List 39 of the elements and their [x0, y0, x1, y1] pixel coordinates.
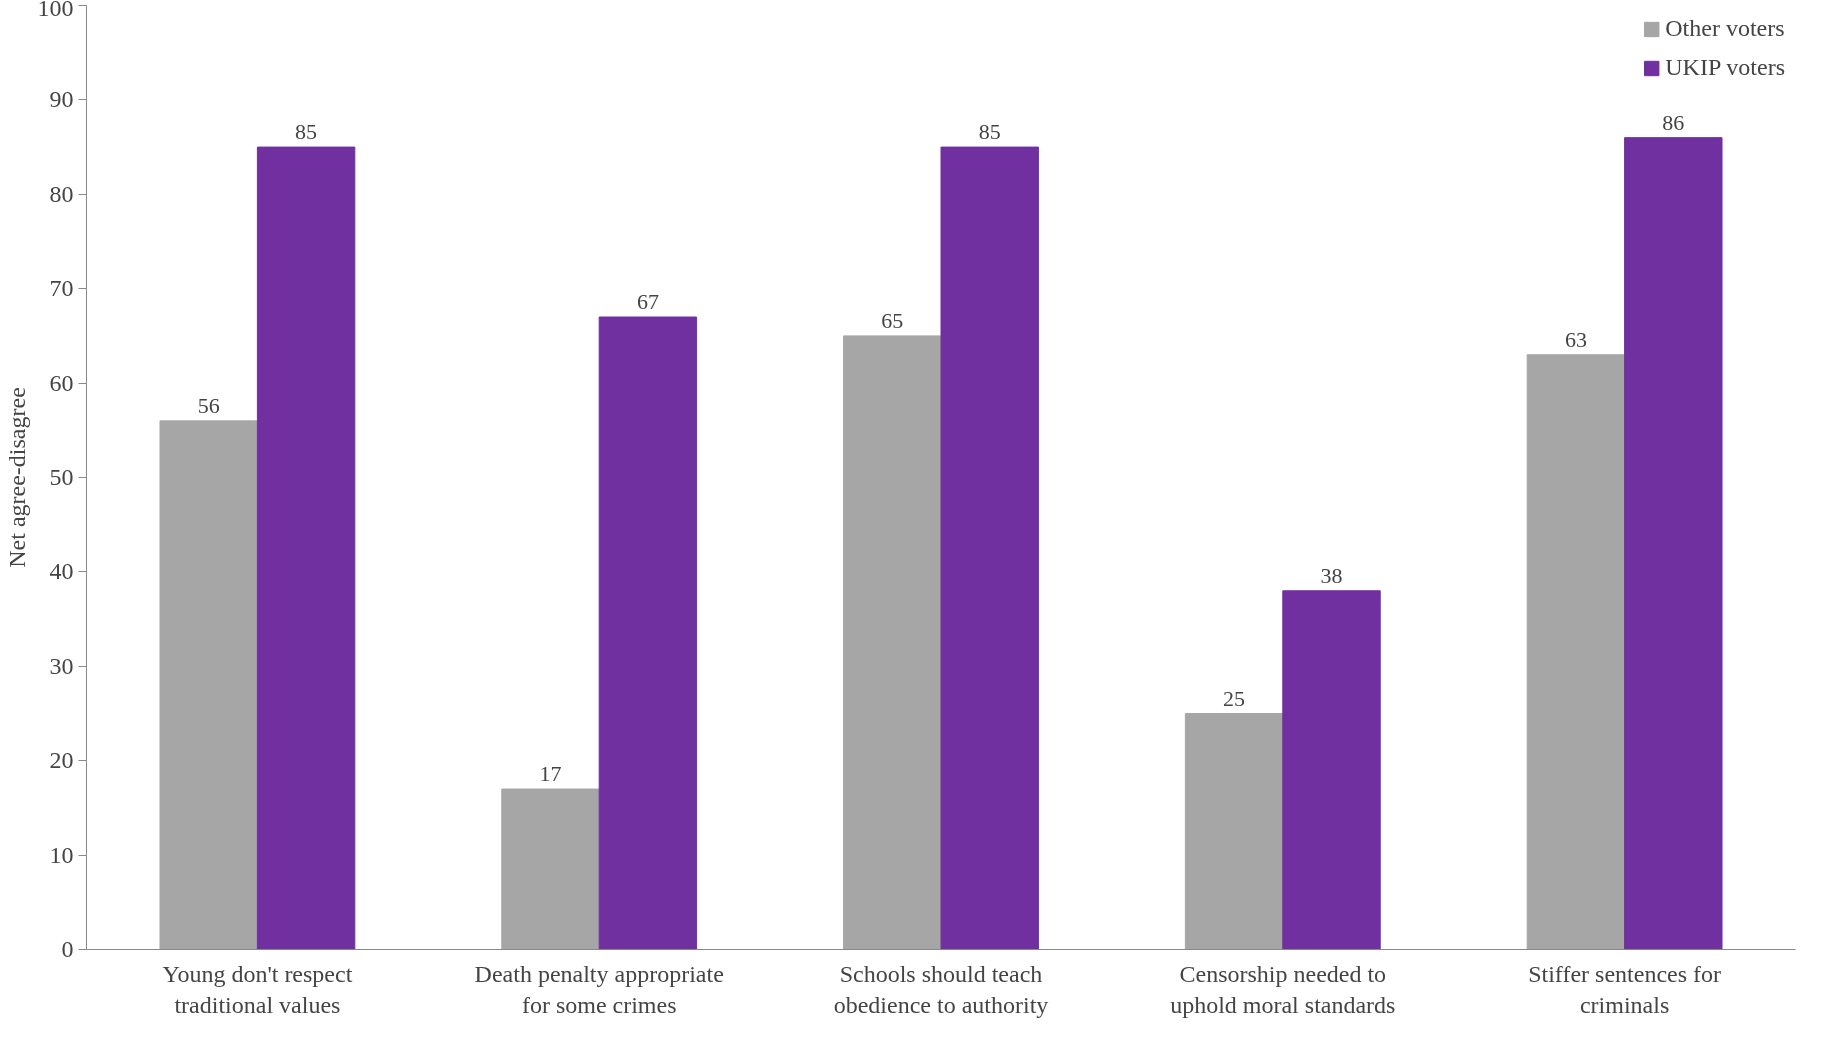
y-axis-title: Net agree-disagree	[3, 387, 30, 568]
data-label: 63	[1564, 326, 1587, 352]
x-tick-label: Schools should teach obedience to authority	[833, 960, 1049, 1018]
data-label: 56	[197, 392, 220, 418]
data-label: 85	[295, 119, 318, 145]
bar	[1526, 354, 1626, 950]
y-tick-label: 10	[49, 841, 74, 868]
y-tick-label: 30	[49, 652, 74, 679]
bar	[940, 146, 1039, 950]
data-label: 38	[1320, 562, 1343, 588]
y-tick-label: 20	[49, 747, 74, 774]
bar	[1184, 713, 1284, 950]
y-tick-label: 50	[49, 464, 74, 490]
bar	[159, 420, 258, 950]
x-tick-label: Young don't respect traditional values	[162, 960, 353, 1018]
data-label: 67	[636, 289, 659, 315]
y-tick-label: 90	[49, 86, 74, 113]
legend-label: UKIP voters	[1665, 54, 1785, 81]
data-label: 86	[1662, 109, 1685, 135]
data-label: 85	[978, 119, 1001, 145]
bar	[843, 335, 942, 950]
data-label: 65	[881, 307, 904, 333]
bar	[1624, 137, 1723, 950]
legend-label: Other voters	[1665, 15, 1785, 42]
bar	[256, 146, 356, 950]
y-tick-label: 100	[37, 0, 74, 21]
y-tick-label: 0	[61, 936, 74, 962]
data-label: 25	[1223, 685, 1246, 711]
y-tick-label: 60	[49, 369, 74, 396]
y-tick-label: 70	[49, 275, 74, 302]
bar	[1282, 590, 1381, 950]
x-tick-label: Stiffer sentences for criminals	[1528, 960, 1722, 1018]
y-tick-label: 40	[49, 558, 74, 585]
x-tick-label: Censorship needed to uphold moral standards	[1170, 960, 1396, 1018]
bar	[501, 788, 600, 950]
data-label: 17	[539, 761, 562, 787]
y-tick-label: 80	[49, 180, 74, 207]
bar	[598, 316, 698, 950]
x-tick-label: Death penalty appropriate for some crimes	[474, 960, 724, 1018]
